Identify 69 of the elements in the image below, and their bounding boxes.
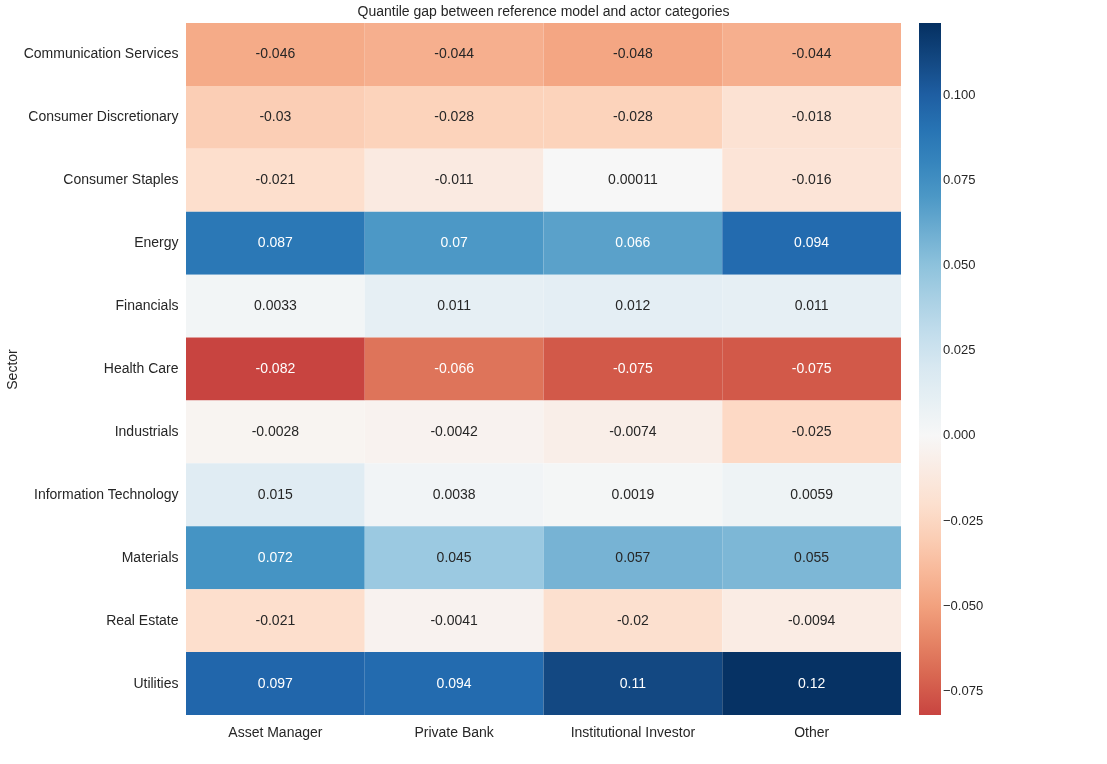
data-label: 0.11 bbox=[619, 674, 647, 691]
data-label: -0.066 bbox=[434, 360, 475, 376]
data-label: -0.025 bbox=[791, 422, 832, 439]
color-bar-label: 0.075 bbox=[943, 171, 976, 187]
data-label: -0.075 bbox=[791, 360, 832, 376]
x-tick-label: Institutional Investor bbox=[570, 723, 696, 740]
data-label: -0.02 bbox=[616, 611, 650, 628]
data-label: 0.00011 bbox=[608, 171, 658, 188]
data-label: -0.03 bbox=[259, 108, 292, 125]
data-label: 0.057 bbox=[615, 548, 651, 565]
data-label: -0.0028 bbox=[251, 422, 300, 439]
data-label: -0.048 bbox=[613, 45, 653, 62]
data-label: -0.021 bbox=[255, 611, 296, 628]
data-label: -0.018 bbox=[791, 108, 832, 125]
y-tick-label: Consumer Discretionary bbox=[28, 108, 179, 125]
data-label: 0.011 bbox=[794, 297, 829, 314]
y-axis-title: Sector bbox=[3, 348, 20, 390]
data-label: -0.044 bbox=[434, 45, 475, 62]
data-label: 0.094 bbox=[794, 234, 830, 251]
color-bar-label: 0.000 bbox=[943, 427, 976, 443]
data-label: 0.097 bbox=[257, 674, 294, 691]
y-tick-label: Industrials bbox=[114, 422, 179, 439]
data-label: -0.028 bbox=[613, 108, 653, 125]
data-label: 0.0059 bbox=[790, 485, 834, 502]
data-label: 0.072 bbox=[257, 548, 294, 565]
y-tick-label: Consumer Staples bbox=[63, 171, 179, 188]
data-label: 0.07 bbox=[440, 234, 468, 251]
x-tick-label: Other bbox=[794, 723, 830, 740]
data-label: -0.0042 bbox=[430, 422, 479, 439]
data-label: 0.066 bbox=[615, 234, 651, 251]
data-label: 0.0019 bbox=[611, 485, 655, 502]
y-tick-label: Communication Services bbox=[23, 45, 179, 62]
y-tick-label: Energy bbox=[134, 234, 179, 251]
y-tick-label: Financials bbox=[115, 297, 179, 314]
data-label: 0.015 bbox=[257, 485, 294, 502]
data-label: -0.011 bbox=[434, 171, 474, 188]
x-tick-label: Private Bank bbox=[414, 723, 495, 740]
data-label: 0.0033 bbox=[253, 297, 297, 314]
color-bar-label: −0.050 bbox=[943, 597, 984, 613]
data-label: -0.0074 bbox=[609, 422, 657, 439]
data-label: -0.075 bbox=[613, 360, 653, 376]
y-tick-label: Utilities bbox=[133, 674, 179, 691]
color-bar-label: −0.075 bbox=[943, 683, 984, 699]
data-label: 0.045 bbox=[436, 548, 472, 565]
data-label: -0.0094 bbox=[787, 611, 836, 628]
data-label: 0.055 bbox=[794, 548, 830, 565]
y-tick-label: Materials bbox=[121, 548, 179, 565]
data-label: -0.028 bbox=[434, 108, 475, 125]
data-label: -0.044 bbox=[791, 45, 832, 62]
data-label: -0.0041 bbox=[430, 611, 479, 628]
data-label: 0.12 bbox=[798, 674, 826, 691]
color-bar-label: 0.025 bbox=[943, 342, 976, 358]
data-label: -0.082 bbox=[255, 360, 296, 376]
y-tick-label: Information Technology bbox=[34, 485, 179, 502]
data-label: 0.094 bbox=[436, 674, 472, 691]
data-label: -0.046 bbox=[255, 45, 296, 62]
color-bar-label: −0.025 bbox=[943, 512, 984, 528]
x-tick-label: Asset Manager bbox=[228, 723, 323, 740]
data-label: 0.087 bbox=[257, 234, 294, 251]
chart-title: Quantile gap between reference model and actor categories bbox=[357, 3, 730, 19]
color-bar-label: 0.100 bbox=[943, 86, 976, 102]
data-label: 0.011 bbox=[437, 297, 472, 314]
y-tick-label: Health Care bbox=[103, 360, 179, 376]
data-label: -0.021 bbox=[255, 171, 296, 188]
data-label: 0.012 bbox=[615, 297, 651, 314]
color-bar-label: 0.050 bbox=[943, 257, 976, 273]
data-label: 0.0038 bbox=[432, 485, 476, 502]
data-label: -0.016 bbox=[791, 171, 832, 188]
y-tick-label: Real Estate bbox=[106, 611, 179, 628]
